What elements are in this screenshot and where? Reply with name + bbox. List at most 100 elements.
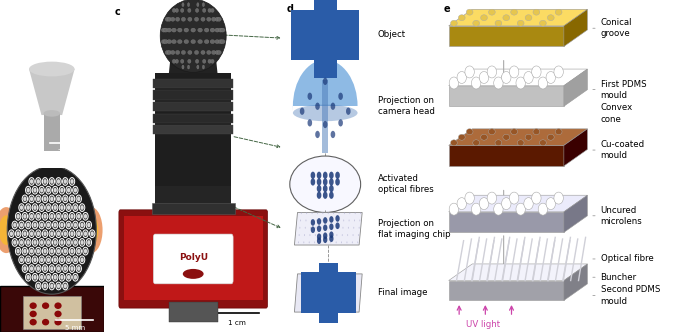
Ellipse shape	[540, 140, 546, 146]
Ellipse shape	[39, 239, 44, 246]
Circle shape	[554, 66, 564, 78]
Ellipse shape	[0, 215, 13, 245]
Ellipse shape	[29, 265, 34, 273]
Ellipse shape	[40, 205, 43, 210]
Ellipse shape	[30, 179, 34, 184]
Ellipse shape	[69, 230, 75, 238]
Circle shape	[457, 71, 466, 83]
Ellipse shape	[540, 20, 546, 26]
Ellipse shape	[56, 282, 61, 290]
Ellipse shape	[29, 311, 37, 317]
Ellipse shape	[23, 266, 27, 271]
Ellipse shape	[74, 275, 77, 280]
Ellipse shape	[353, 234, 354, 236]
Ellipse shape	[43, 230, 48, 238]
Ellipse shape	[329, 185, 334, 192]
Ellipse shape	[80, 205, 84, 210]
Ellipse shape	[314, 241, 315, 243]
Ellipse shape	[346, 108, 351, 115]
Circle shape	[471, 77, 481, 89]
Text: First PDMS
mould: First PDMS mould	[601, 80, 646, 100]
Ellipse shape	[52, 239, 58, 246]
Ellipse shape	[481, 15, 487, 21]
Ellipse shape	[77, 266, 80, 271]
Ellipse shape	[330, 241, 331, 243]
Ellipse shape	[34, 223, 36, 227]
Ellipse shape	[466, 129, 473, 135]
Ellipse shape	[43, 284, 47, 288]
Ellipse shape	[36, 282, 41, 290]
Text: Object: Object	[377, 30, 406, 40]
Ellipse shape	[211, 8, 214, 12]
Ellipse shape	[191, 40, 195, 43]
Ellipse shape	[335, 222, 340, 229]
Ellipse shape	[76, 195, 81, 203]
Ellipse shape	[73, 239, 78, 246]
Ellipse shape	[29, 319, 37, 325]
Ellipse shape	[25, 256, 31, 264]
Ellipse shape	[66, 221, 71, 229]
Ellipse shape	[32, 274, 38, 281]
Ellipse shape	[49, 195, 55, 203]
Polygon shape	[564, 69, 587, 106]
Ellipse shape	[25, 239, 31, 246]
Text: Convex
cone: Convex cone	[601, 104, 633, 124]
Ellipse shape	[167, 28, 172, 32]
Ellipse shape	[320, 234, 321, 236]
Ellipse shape	[306, 212, 307, 214]
Ellipse shape	[53, 240, 57, 245]
Ellipse shape	[181, 17, 186, 21]
Ellipse shape	[36, 266, 40, 271]
Ellipse shape	[347, 234, 348, 236]
Ellipse shape	[293, 105, 358, 121]
Ellipse shape	[66, 274, 71, 281]
Ellipse shape	[315, 131, 320, 138]
Ellipse shape	[30, 214, 34, 218]
Ellipse shape	[525, 134, 532, 140]
Circle shape	[480, 198, 489, 209]
Ellipse shape	[25, 274, 31, 281]
Ellipse shape	[333, 212, 334, 214]
Circle shape	[471, 203, 481, 215]
Ellipse shape	[327, 219, 328, 221]
Ellipse shape	[511, 129, 517, 135]
Ellipse shape	[50, 231, 53, 236]
Ellipse shape	[184, 28, 188, 32]
FancyBboxPatch shape	[153, 234, 233, 284]
Ellipse shape	[503, 15, 510, 21]
Text: 200 μm: 200 μm	[58, 149, 85, 155]
Ellipse shape	[57, 266, 60, 271]
Ellipse shape	[57, 284, 60, 288]
Ellipse shape	[77, 197, 80, 201]
Ellipse shape	[19, 256, 24, 264]
Circle shape	[524, 71, 533, 83]
Ellipse shape	[293, 60, 358, 153]
Ellipse shape	[52, 221, 58, 229]
Circle shape	[487, 192, 496, 204]
Ellipse shape	[50, 249, 53, 253]
Ellipse shape	[64, 249, 67, 253]
Ellipse shape	[12, 221, 18, 229]
Ellipse shape	[329, 172, 334, 179]
Ellipse shape	[162, 40, 166, 43]
FancyBboxPatch shape	[153, 114, 233, 123]
Ellipse shape	[29, 62, 75, 76]
Circle shape	[494, 77, 503, 89]
Text: 1 cm: 1 cm	[228, 320, 246, 326]
Ellipse shape	[73, 221, 78, 229]
Ellipse shape	[210, 40, 215, 43]
Ellipse shape	[458, 134, 466, 140]
Polygon shape	[291, 0, 359, 78]
Ellipse shape	[56, 230, 61, 238]
Text: Buncher: Buncher	[601, 273, 636, 282]
Polygon shape	[295, 274, 362, 312]
Ellipse shape	[57, 231, 60, 236]
Ellipse shape	[19, 204, 24, 211]
Circle shape	[502, 71, 511, 83]
Ellipse shape	[69, 212, 75, 220]
Ellipse shape	[25, 221, 31, 229]
Ellipse shape	[206, 17, 211, 21]
Ellipse shape	[49, 212, 55, 220]
Ellipse shape	[43, 178, 48, 185]
Ellipse shape	[215, 28, 220, 32]
